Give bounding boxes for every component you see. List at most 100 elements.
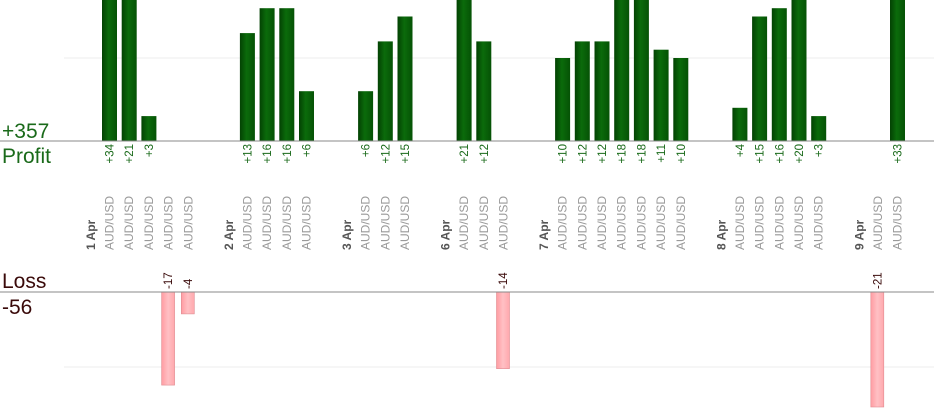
loss-bar [181,291,195,315]
pair-label: AUD/USD [103,196,117,250]
labels: 1 Apr AUD/USD +34 AUD/USD +21 AUD/USD +3 AUD/US… [84,143,905,289]
pair-label: AUD/USD [871,196,885,250]
pair-label: AUD/USD [359,196,373,250]
profit-value-label: +15 [755,144,767,164]
profit-value-label: +15 [400,144,412,164]
pair-label: AUD/USD [457,196,471,250]
loss-total: -56 [2,296,33,319]
profit-value-label: +34 [105,143,117,163]
profit-bar [102,0,117,141]
pair-label: AUD/USD [575,196,589,250]
profit-value-label: +3 [144,144,156,157]
profit-bar [456,0,472,141]
profit-bar [397,16,413,141]
loss-value-label: -14 [498,272,510,289]
pair-label: AUD/USD [300,196,314,250]
profit-bar [239,33,255,141]
profit-bar [141,116,157,141]
profit-value-label: +4 [735,143,747,157]
profit-bar [653,49,669,142]
profit-value-label: +6 [302,144,314,157]
pair-label: AUD/USD [260,196,274,250]
loss-bar [496,291,510,369]
profit-value-label: +12 [597,144,609,164]
pair-label: AUD/USD [556,196,570,250]
profit-total: +357 [2,120,50,143]
loss-value-label: -21 [872,272,884,289]
loss-value-label: -17 [163,272,175,289]
profit-value-label: +16 [282,144,294,164]
pair-label: AUD/USD [122,196,136,250]
loss-bar [870,291,885,408]
date-label: 6 Apr [439,219,453,250]
profit-bar [633,0,649,141]
pair-label: AUD/USD [497,196,511,250]
profit-value-label: +20 [794,144,806,164]
profit-bar [614,0,630,141]
profit-label: Profit [2,145,52,168]
profit-value-label: +12 [577,144,589,164]
loss-value-label: -4 [183,278,195,289]
profit-bar [555,58,571,141]
date-label: 8 Apr [714,219,728,250]
profit-bar [811,116,827,141]
pair-label: AUD/USD [753,196,767,250]
pair-label: AUD/USD [634,196,648,250]
profit-bar [732,107,748,141]
pair-label: AUD/USD [654,196,668,250]
profit-value-label: +6 [361,144,373,157]
profit-bar [299,91,314,141]
profit-value-label: +11 [656,144,668,163]
pair-label: AUD/USD [398,196,412,250]
profit-value-label: +16 [774,144,786,164]
profit-value-label: +12 [380,144,392,164]
date-label: 3 Apr [340,219,354,250]
loss-bars [161,291,885,408]
profit-value-label: +10 [558,144,570,164]
pair-label: AUD/USD [595,196,609,250]
profit-value-label: +18 [617,144,629,164]
profit-bar [594,41,610,141]
profit-bar [377,41,393,141]
profit-bar [890,0,905,141]
profit-bar [121,0,137,141]
pair-label: AUD/USD [674,196,688,250]
profit-bar [279,8,295,142]
profit-value-label: +18 [636,144,648,164]
pair-label: AUD/USD [240,196,254,250]
pair-label: AUD/USD [733,196,747,250]
date-label: 9 Apr [852,219,866,250]
date-label: 1 Apr [84,219,98,250]
profit-value-label: +21 [124,144,136,164]
profit-bar [574,41,590,141]
date-label: 2 Apr [222,219,236,250]
profit-bar [476,41,492,141]
pair-label: AUD/USD [792,196,806,250]
pair-label: AUD/USD [181,196,195,250]
profit-bars [102,0,905,142]
profit-value-label: +10 [676,144,688,164]
profit-bar [358,91,374,141]
pair-label: AUD/USD [378,196,392,250]
pair-label: AUD/USD [772,196,786,250]
profit-bar [791,0,807,141]
profit-value-label: +3 [814,144,826,157]
loss-bar [161,291,175,386]
profit-value-label: +13 [242,144,254,164]
pair-label: AUD/USD [891,196,905,250]
profit-bar [752,16,768,141]
loss-label: Loss [2,270,47,293]
pair-label: AUD/USD [812,196,826,250]
profit-bar [771,8,787,142]
pair-label: AUD/USD [142,196,156,250]
profit-value-label: +21 [459,144,471,164]
pair-label: AUD/USD [615,196,629,250]
pair-label: AUD/USD [162,196,176,250]
profit-value-label: +12 [479,144,491,164]
pair-label: AUD/USD [280,196,294,250]
date-label: 7 Apr [537,219,551,250]
profit-value-label: +33 [893,144,905,164]
pair-label: AUD/USD [477,196,491,250]
profit-bar [673,58,689,141]
